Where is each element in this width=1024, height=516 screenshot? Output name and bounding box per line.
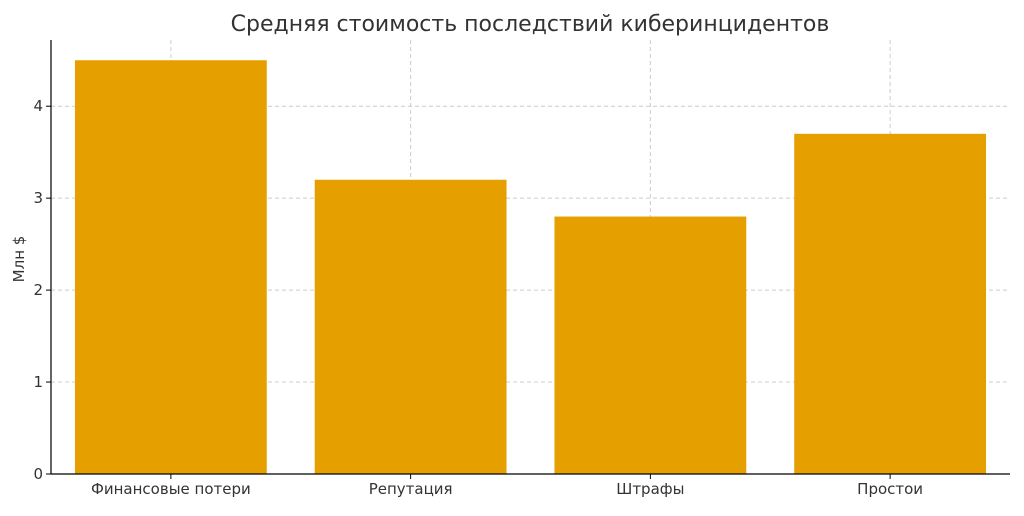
- y-tick-label: 4: [33, 97, 43, 115]
- bar: [794, 133, 987, 474]
- y-tick-label: 0: [33, 465, 43, 483]
- chart-title: Средняя стоимость последствий киберинцид…: [231, 12, 830, 37]
- tick-labels: 0 1 2 3 4 Финансовые потери Репутация Штрафы Про…: [33, 97, 923, 498]
- bar: [74, 60, 267, 474]
- y-axis-label: Млн $: [10, 236, 28, 283]
- x-tick-label: Финансовые потери: [91, 480, 251, 498]
- x-tick-label: Простои: [857, 480, 923, 498]
- x-tick-label: Штрафы: [616, 480, 684, 498]
- y-tick-label: 3: [33, 189, 43, 207]
- bars: [74, 60, 987, 475]
- axes: [46, 40, 1010, 479]
- y-tick-label: 2: [33, 281, 43, 299]
- y-tick-label: 1: [33, 373, 43, 391]
- bar: [314, 179, 507, 475]
- bar: [554, 216, 747, 475]
- x-tick-label: Репутация: [369, 480, 453, 498]
